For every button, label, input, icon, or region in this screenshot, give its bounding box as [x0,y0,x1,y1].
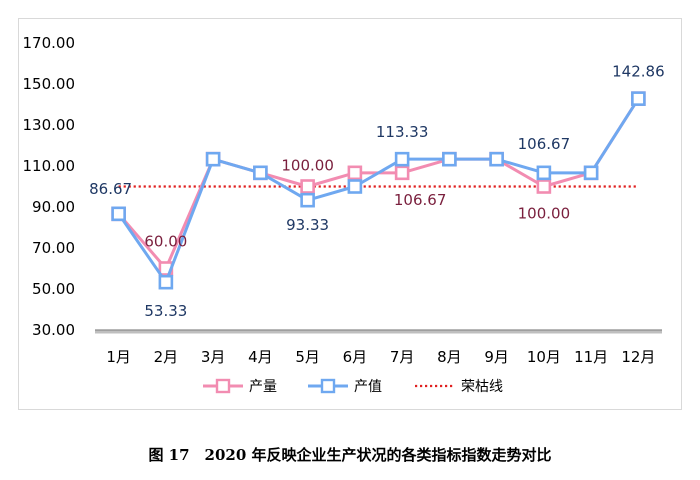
data-point-chanliang [347,165,363,181]
data-label: 53.33 [144,302,187,320]
data-point-chanzhi [489,151,504,167]
data-point-chanliang [536,179,552,194]
legend-label-chanliang: 产量 [249,379,277,395]
x-tick-label: 12月 [621,348,655,366]
data-point-chanzhi [394,151,410,167]
legend-label-rongku: 荣枯线 [461,379,503,395]
x-tick-label: 10月 [527,348,561,366]
data-point-chanzhi [158,274,174,290]
data-label: 106.67 [518,135,571,153]
x-tick-label: 4月 [248,348,273,366]
x-tick-label: 1月 [106,348,131,366]
data-point-chanzhi [205,151,221,167]
data-point-chanzhi [442,151,457,167]
x-tick-label: 9月 [484,348,509,366]
chart-frame [18,18,682,410]
y-tick-label: 90.00 [32,198,75,216]
legend-label-chanzhi: 产值 [354,379,382,395]
data-point-chanzhi [300,192,315,208]
y-tick-label: 50.00 [32,280,75,298]
y-tick-label: 130.00 [23,116,76,134]
data-label: 60.00 [144,233,187,251]
y-tick-label: 110.00 [23,157,76,175]
line-chart: 170.00 150.00 130.00 110.00 90.00 70.00 50.00 3… [23,34,665,395]
data-label: 100.00 [281,157,334,175]
y-tick-label: 30.00 [32,321,75,339]
data-point-chanzhi [536,165,552,181]
x-tick-label: 7月 [390,348,415,366]
data-point-chanzhi [631,91,646,106]
data-point-chanzhi [253,165,268,181]
x-tick-label: 8月 [437,348,462,366]
x-tick-label: 5月 [295,348,320,366]
data-label: 86.67 [89,180,132,198]
y-tick-label: 170.00 [23,34,76,52]
data-label: 142.86 [612,63,665,81]
data-point-chanzhi [111,206,126,222]
data-point-chanliang [394,165,410,181]
data-label: 93.33 [286,216,329,234]
y-tick-label: 70.00 [32,239,75,257]
x-tick-label: 11月 [574,348,608,366]
x-tick-label: 6月 [343,348,368,366]
series-line-chanzhi [117,97,640,284]
figure-caption: 图 17 2020 年反映企业生产状况的各类指标指数走势对比 [148,446,552,464]
legend-marker-chanzhi [320,378,336,394]
data-point-chanzhi [347,179,363,194]
x-tick-label: 3月 [201,348,226,366]
y-tick-label: 150.00 [23,75,76,93]
data-point-chanliang [300,179,315,194]
x-tick-label: 2月 [154,348,179,366]
data-label: 106.67 [394,191,447,209]
legend-marker-chanliang [215,378,231,394]
data-point-chanzhi [583,165,599,181]
data-label: 100.00 [518,205,571,223]
data-label: 113.33 [376,123,429,141]
